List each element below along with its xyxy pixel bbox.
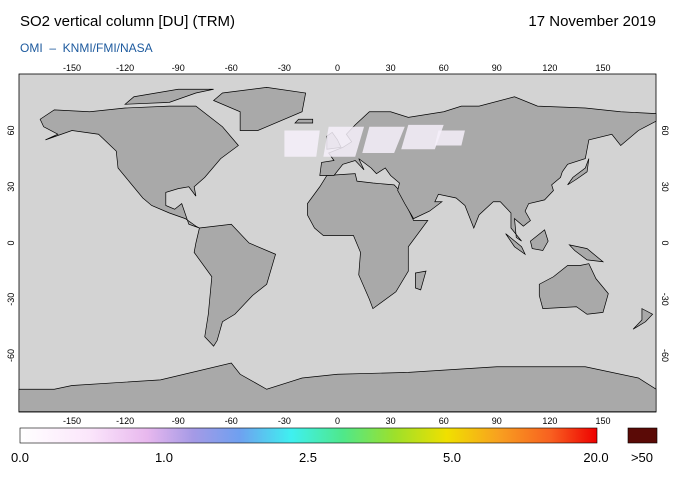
lon-label-top: 120 — [542, 63, 557, 73]
lon-label-top: -120 — [116, 63, 134, 73]
landmass — [39, 105, 239, 229]
lon-label-top: 30 — [386, 63, 396, 73]
lon-label-top: 150 — [595, 63, 610, 73]
lon-label-top: -30 — [278, 63, 291, 73]
colorbar-label: 5.0 — [443, 450, 461, 465]
landmass — [319, 96, 657, 242]
landmass — [530, 229, 549, 251]
colorbar-label: 0.0 — [11, 450, 29, 465]
lon-label-bottom: 90 — [492, 416, 502, 426]
lon-label-bottom: 60 — [439, 416, 449, 426]
lon-label-bottom: 0 — [335, 416, 340, 426]
lat-label-right: 30 — [660, 182, 670, 192]
so2-swath — [323, 126, 365, 157]
source: OMI – KNMI/FMI/NASA — [20, 41, 153, 55]
lon-label-top: -150 — [63, 63, 81, 73]
lon-label-top: 60 — [439, 63, 449, 73]
lon-label-bottom: -30 — [278, 416, 291, 426]
landmass — [567, 158, 590, 186]
colorbar — [19, 427, 598, 444]
title: SO2 vertical column [DU] (TRM) — [20, 13, 235, 30]
landmass — [632, 308, 654, 330]
lon-label-bottom: -150 — [63, 416, 81, 426]
lat-label-left: 0 — [6, 240, 16, 245]
lat-label-left: 30 — [6, 182, 16, 192]
landmass — [415, 270, 427, 291]
land — [18, 87, 657, 413]
lon-label-top: 0 — [335, 63, 340, 73]
landmass — [307, 173, 429, 310]
so2-swath — [362, 126, 405, 153]
date: 17 November 2019 — [528, 13, 656, 30]
lat-label-right: -30 — [660, 293, 670, 306]
colorbar-label: >50 — [631, 450, 653, 465]
lon-label-top: -90 — [172, 63, 185, 73]
lat-label-right: 60 — [660, 125, 670, 135]
lon-label-bottom: 120 — [542, 416, 557, 426]
landmass — [212, 87, 307, 131]
lon-label-bottom: 150 — [595, 416, 610, 426]
lon-label-bottom: 30 — [386, 416, 396, 426]
lon-label-bottom: -60 — [225, 416, 238, 426]
landmass — [124, 88, 214, 105]
landmass — [568, 244, 605, 263]
colorbar-label: 2.5 — [299, 450, 317, 465]
landmass — [18, 362, 657, 413]
lat-label-left: 60 — [6, 125, 16, 135]
lat-label-left: -60 — [6, 349, 16, 362]
colorbar-label: 1.0 — [155, 450, 173, 465]
landmass — [294, 118, 314, 124]
lat-label-left: -30 — [6, 293, 16, 306]
lon-label-top: -60 — [225, 63, 238, 73]
so2-swath — [284, 130, 320, 157]
colorbar-max — [627, 427, 658, 444]
lon-label-bottom: -120 — [116, 416, 134, 426]
landmass — [505, 233, 527, 256]
lat-label-right: 0 — [660, 240, 670, 245]
colorbar-label: 20.0 — [583, 450, 608, 465]
landmass — [538, 263, 609, 315]
lon-label-top: 90 — [492, 63, 502, 73]
lon-label-bottom: -90 — [172, 416, 185, 426]
landmass — [193, 223, 276, 347]
so2-swath — [434, 130, 465, 146]
lat-label-right: -60 — [660, 349, 670, 362]
so2-swath — [401, 124, 444, 150]
